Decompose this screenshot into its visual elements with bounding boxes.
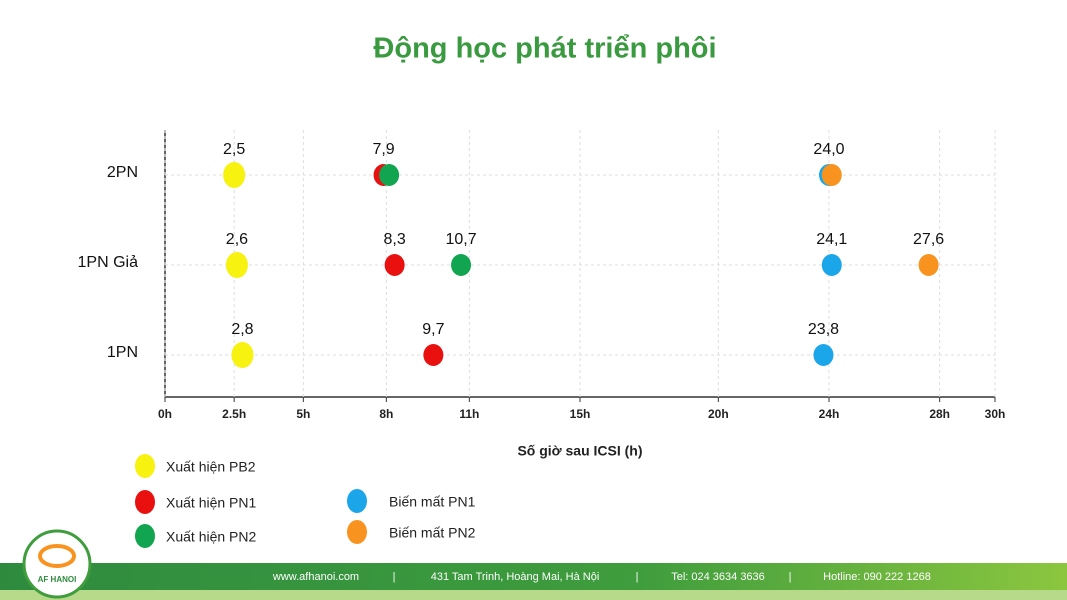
- legend-marker: [135, 490, 155, 514]
- x-tick-label: 20h: [708, 407, 729, 421]
- data-point: [821, 254, 842, 276]
- data-label: 27,6: [913, 231, 944, 248]
- data-point: [231, 342, 254, 368]
- x-tick-label: 15h: [570, 407, 591, 421]
- logo-text: AF HANOI: [38, 575, 77, 584]
- data-label: 2,6: [226, 231, 248, 248]
- data-label: 2,8: [231, 321, 253, 338]
- data-label: 8,3: [384, 231, 406, 248]
- legend-marker: [135, 454, 155, 478]
- legend-marker: [347, 489, 367, 513]
- data-label: 2,5: [223, 141, 245, 158]
- x-tick-label: 2.5h: [222, 407, 246, 421]
- data-label: 10,7: [445, 231, 476, 248]
- data-point: [918, 254, 939, 276]
- legend-marker: [347, 520, 367, 544]
- data-point: [423, 344, 444, 366]
- footer-bar: [0, 563, 1067, 590]
- separator: |: [636, 571, 639, 583]
- x-tick-label: 11h: [459, 407, 479, 421]
- legend-label: Xuất hiện PB2: [166, 459, 256, 475]
- x-tick-label: 8h: [379, 407, 393, 421]
- legend-label: Biến mất PN1: [389, 494, 476, 510]
- data-point: [813, 344, 834, 366]
- footer-strip: [0, 590, 1067, 600]
- footer-website: www.afhanoi.com: [272, 571, 359, 583]
- x-tick-label: 24h: [819, 407, 840, 421]
- legend-marker: [135, 524, 155, 548]
- data-point: [379, 164, 400, 186]
- data-label: 9,7: [422, 321, 444, 338]
- legend-label: Biến mất PN2: [389, 525, 476, 541]
- x-tick-label: 30h: [985, 407, 1006, 421]
- data-point: [225, 252, 248, 278]
- chart-title: Động học phát triển phôi: [373, 33, 716, 65]
- data-point: [821, 164, 842, 186]
- footer-address: 431 Tam Trinh, Hoàng Mai, Hà Nội: [431, 571, 600, 583]
- data-label: 24,0: [813, 141, 844, 158]
- legend-label: Xuất hiện PN1: [166, 495, 256, 511]
- footer-phone: Tel: 024 3634 3636: [671, 571, 765, 583]
- legend-label: Xuất hiện PN2: [166, 529, 256, 545]
- data-point: [223, 162, 246, 188]
- footer-hotline: Hotline: 090 222 1268: [823, 571, 931, 583]
- data-label: 23,8: [808, 321, 839, 338]
- data-label: 24,1: [816, 231, 847, 248]
- logo-mark: [38, 544, 76, 568]
- separator: |: [393, 571, 396, 583]
- x-tick-label: 28h: [929, 407, 950, 421]
- y-tick-label: 2PN: [107, 164, 138, 181]
- data-label: 7,9: [372, 141, 394, 158]
- data-point: [451, 254, 472, 276]
- y-tick-label: 1PN Giả: [78, 254, 139, 271]
- x-tick-label: 0h: [158, 407, 172, 421]
- x-axis-title: Số giờ sau ICSI (h): [517, 443, 642, 459]
- separator: |: [789, 571, 792, 583]
- data-point: [384, 254, 405, 276]
- x-tick-label: 5h: [296, 407, 310, 421]
- y-tick-label: 1PN: [107, 344, 138, 361]
